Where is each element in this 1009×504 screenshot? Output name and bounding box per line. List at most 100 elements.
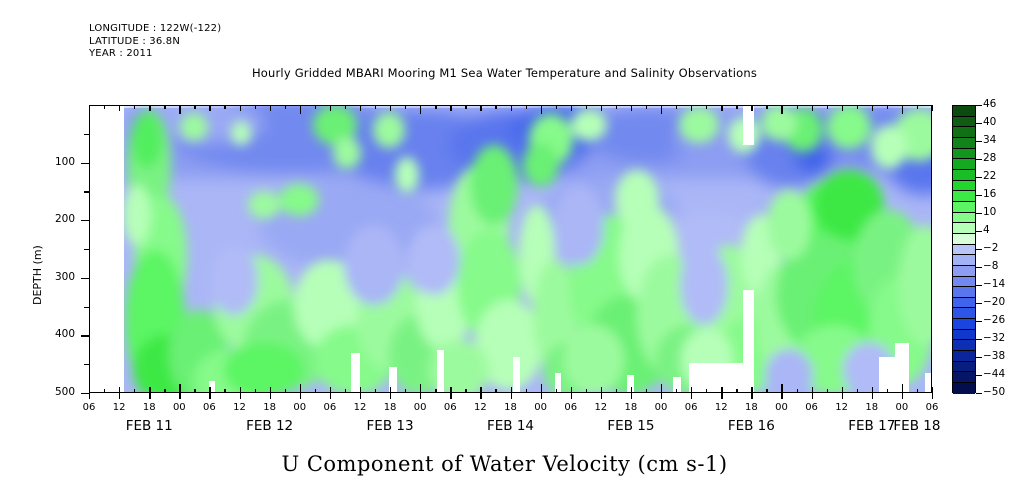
x-axis-minor-tick (736, 389, 738, 393)
x-axis-minor-tick (435, 389, 437, 393)
x-axis-tick (932, 387, 934, 393)
metadata-block: LONGITUDE : 122W(-122) LATITUDE : 36.8N … (89, 23, 221, 61)
colorbar-tick (976, 123, 982, 125)
colorbar-band (953, 255, 975, 266)
x-axis-minor-tick (254, 105, 256, 109)
x-axis-tick-outer (781, 393, 783, 399)
colorbar-tick-label: −38 (983, 350, 1006, 362)
x-axis-tick (299, 105, 302, 114)
x-axis-hour-label: 06 (925, 402, 939, 413)
x-axis-minor-tick (766, 105, 768, 109)
x-axis-tick (420, 384, 422, 393)
x-axis-tick-outer (329, 393, 332, 399)
x-axis-hour-label: 18 (383, 402, 397, 413)
x-axis-tick (390, 105, 392, 111)
x-axis-tick (721, 105, 723, 111)
y-axis-minor-tick (84, 249, 89, 251)
x-axis-hour-label: 12 (835, 402, 849, 413)
x-axis-hour-label: 12 (112, 402, 126, 413)
x-axis-tick-outer (239, 393, 241, 399)
colorbar-band (953, 351, 975, 362)
colorbar-tick-label: 22 (983, 170, 997, 182)
colorbar-tick-label: −26 (983, 314, 1006, 326)
x-axis-tick-outer (811, 393, 813, 399)
x-axis-hour-label: 12 (353, 402, 367, 413)
x-axis-minor-tick (375, 389, 377, 393)
x-axis-tick (510, 387, 512, 393)
x-axis-minor-tick (856, 105, 859, 109)
x-axis-tick-outer (540, 393, 542, 399)
x-axis-hour-label: 00 (293, 402, 307, 413)
x-axis-minor-tick (916, 389, 919, 393)
x-axis-day-label: FEB 14 (486, 418, 535, 434)
x-axis-tick (510, 105, 512, 111)
x-axis-minor-tick (164, 105, 166, 109)
x-axis-hour-label: 12 (474, 402, 487, 413)
x-axis-tick-outer (751, 393, 753, 399)
colorbar-tick (976, 177, 982, 179)
x-axis-tick-outer (89, 393, 91, 399)
x-axis-minor-tick (555, 105, 557, 109)
missing-data-regions (89, 105, 932, 393)
x-axis-minor-tick (284, 389, 286, 393)
x-axis-tick (269, 387, 271, 393)
colorbar-band (953, 223, 975, 234)
x-axis-hour-label: 06 (323, 402, 337, 413)
x-axis-tick (751, 105, 753, 111)
colorbar[interactable] (952, 105, 976, 394)
colorbar-band (953, 127, 975, 138)
x-axis-hour-label: 06 (203, 402, 216, 413)
x-axis-minor-tick (796, 389, 798, 393)
x-axis-tick (600, 105, 603, 111)
colorbar-band (953, 308, 975, 320)
colorbar-band (953, 148, 975, 160)
x-axis-tick (570, 105, 572, 111)
x-axis-hour-label: 18 (865, 402, 879, 413)
x-axis-minor-tick (134, 389, 136, 393)
x-axis-tick (329, 387, 332, 393)
x-axis-minor-tick (495, 389, 497, 393)
x-axis-tick (329, 105, 332, 111)
x-axis-minor-tick (585, 389, 588, 393)
x-axis-day-label: FEB 12 (246, 418, 294, 434)
x-axis-tick (811, 105, 813, 111)
x-axis-tick (239, 105, 241, 111)
x-axis-tick-outer (299, 393, 302, 399)
x-axis-tick-outer (119, 393, 121, 399)
x-axis-tick (871, 105, 874, 111)
x-axis-tick (89, 387, 91, 393)
colorbar-band (953, 244, 975, 256)
x-axis-minor-tick (194, 389, 196, 393)
x-axis-tick (209, 387, 211, 393)
colorbar-band (953, 329, 975, 341)
y-axis-minor-tick (84, 364, 89, 366)
colorbar-band (953, 287, 975, 298)
x-axis-tick (600, 387, 603, 393)
x-axis-tick (299, 384, 302, 393)
x-axis-tick-outer (510, 393, 512, 399)
x-axis-tick (179, 384, 181, 393)
x-axis-minor-tick (766, 389, 768, 393)
x-axis-tick-outer (871, 393, 874, 399)
x-axis-minor-tick (555, 389, 557, 393)
colorbar-tick-label: −2 (983, 242, 999, 254)
x-axis-minor-tick (676, 389, 678, 393)
y-axis-label: 100 (54, 155, 75, 168)
colorbar-band (953, 159, 975, 170)
colorbar-tick-label: 16 (983, 188, 997, 200)
x-axis-tick (630, 105, 633, 111)
x-axis-tick (359, 105, 362, 111)
colorbar-tick (976, 393, 982, 395)
x-axis-tick (480, 387, 482, 393)
x-axis-tick-outer (570, 393, 572, 399)
x-axis-tick-outer (480, 393, 482, 399)
x-axis-hour-label: 12 (233, 402, 246, 413)
colorbar-tick (976, 267, 982, 269)
x-axis-tick-outer (932, 393, 934, 399)
x-axis-hour-label: 00 (172, 402, 186, 413)
colorbar-tick (976, 321, 982, 323)
colorbar-tick (976, 249, 982, 251)
x-axis-tick (450, 105, 452, 111)
x-axis-day-label: FEB 13 (366, 418, 414, 434)
colorbar-band (953, 106, 975, 117)
